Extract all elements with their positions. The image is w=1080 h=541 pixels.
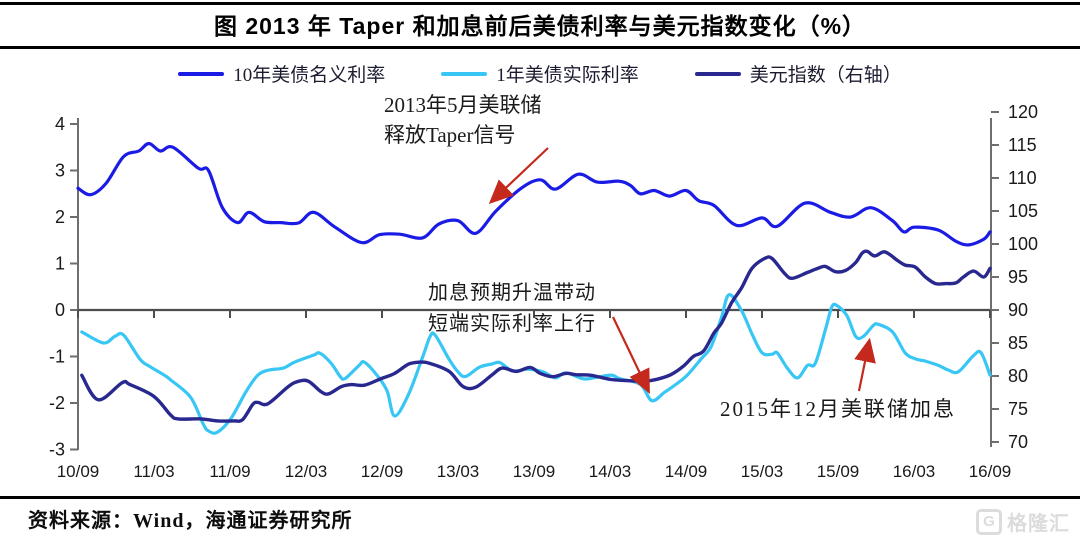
right-axis-tick-label: 115 xyxy=(1008,135,1037,155)
x-axis-tick-label: 14/03 xyxy=(589,462,632,481)
left-axis-tick-label: 3 xyxy=(55,161,65,181)
right-axis-tick-label: 90 xyxy=(1008,300,1028,320)
annotation-arrow-2 xyxy=(612,316,650,394)
x-axis-tick-label: 15/03 xyxy=(741,462,784,481)
gelonghui-watermark: G 格隆汇 xyxy=(976,507,1070,536)
title-underline-rule xyxy=(0,46,1080,49)
figure-title: 图 2013 年 Taper 和加息前后美债利率与美元指数变化（%） xyxy=(213,13,867,39)
left-axis-tick-label: -1 xyxy=(49,347,65,367)
series-10y-nominal-rate xyxy=(76,141,992,247)
left-axis-tick-label: -2 xyxy=(49,393,65,413)
legend-line-swatch xyxy=(178,71,225,76)
annotation-1-line: 释放Taper信号 xyxy=(384,123,516,147)
annotation-3: 2015年12月美联储加息 xyxy=(720,394,956,424)
right-axis-tick-label: 75 xyxy=(1008,399,1028,419)
annotation-1: 2013年5月美联储 释放Taper信号 xyxy=(384,90,542,150)
legend-item-0: 10年美债名义利率 xyxy=(178,60,385,87)
annotation-3-line: 2015年12月美联储加息 xyxy=(720,397,956,421)
right-axis-tick-label: 105 xyxy=(1008,201,1038,221)
right-axis-tick-label: 120 xyxy=(1008,102,1038,122)
x-axis-tick-label: 13/03 xyxy=(437,462,480,481)
left-axis-tick-label: -3 xyxy=(49,440,65,460)
x-axis-tick-label: 11/09 xyxy=(209,462,250,481)
x-axis-tick-label: 16/09 xyxy=(969,462,1012,481)
legend-label: 10年美债名义利率 xyxy=(233,65,386,86)
right-axis-tick-label: 80 xyxy=(1008,366,1028,386)
right-axis-tick-label: 70 xyxy=(1008,432,1028,452)
legend-label: 1年美债实际利率 xyxy=(496,65,639,86)
right-axis-tick-label: 100 xyxy=(1008,234,1038,254)
x-axis-tick-label: 14/09 xyxy=(665,462,708,481)
legend-label: 美元指数（右轴） xyxy=(749,65,902,86)
annotation-arrow-3 xyxy=(854,337,876,392)
right-axis-tick-label: 95 xyxy=(1008,267,1028,287)
x-axis-tick-label: 12/03 xyxy=(285,462,328,481)
x-axis-tick-label: 12/09 xyxy=(361,462,404,481)
chart-legend: 10年美债名义利率 1年美债实际利率 美元指数（右轴） xyxy=(0,60,1080,87)
left-axis-tick-label: 2 xyxy=(55,207,65,227)
right-axis-tick-label: 110 xyxy=(1008,168,1037,188)
legend-item-2: 美元指数（右轴） xyxy=(694,60,902,87)
top-rule xyxy=(0,2,1080,5)
gelonghui-logo-text: 格隆汇 xyxy=(1007,513,1070,535)
left-axis-tick-label: 4 xyxy=(55,114,65,134)
x-axis-tick-label: 11/03 xyxy=(133,462,174,481)
annotation-arrow-1 xyxy=(488,147,549,205)
left-axis-tick-label: 0 xyxy=(55,300,65,320)
left-axis-tick-label: 1 xyxy=(55,254,65,274)
legend-line-swatch xyxy=(694,71,741,76)
x-axis-tick-label: 16/03 xyxy=(893,462,936,481)
x-axis-tick-label: 15/09 xyxy=(817,462,860,481)
annotation-2: 加息预期升温带动 短端实际利率上行 xyxy=(428,278,596,340)
gelonghui-logo-icon: G xyxy=(976,508,1002,535)
legend-item-1: 1年美债实际利率 xyxy=(441,60,639,87)
x-axis-tick-label: 13/09 xyxy=(513,462,556,481)
right-axis-tick-label: 85 xyxy=(1008,333,1028,353)
legend-line-swatch xyxy=(441,71,488,76)
x-axis-tick-label: 10/09 xyxy=(57,462,100,481)
annotation-2-line: 加息预期升温带动 xyxy=(428,282,596,304)
annotation-1-line: 2013年5月美联储 xyxy=(384,93,542,117)
source-note: 资料来源：Wind，海通证券研究所 xyxy=(28,510,353,532)
source-rule xyxy=(0,496,1080,499)
annotation-2-line: 短端实际利率上行 xyxy=(428,313,596,335)
series-usd-index xyxy=(80,249,992,423)
